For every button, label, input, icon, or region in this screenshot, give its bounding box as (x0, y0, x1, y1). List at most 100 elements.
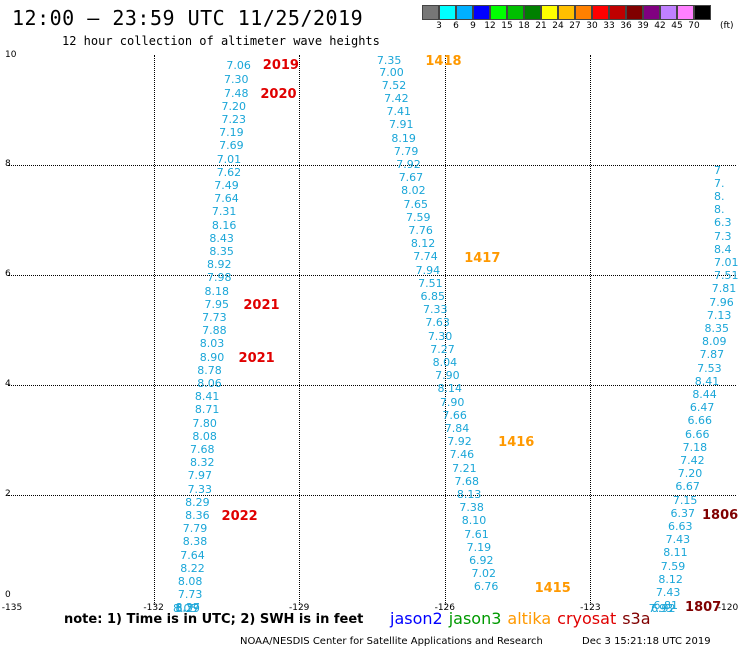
wave-height-value: 7.53 (697, 361, 722, 375)
wave-height-value: 6.3 (714, 216, 732, 230)
wave-height-value: 8.29 (185, 495, 210, 509)
wave-height-value: 7.81 (711, 282, 737, 296)
color-swatch (694, 5, 711, 20)
color-swatch (541, 5, 558, 20)
legend-entry: altika (507, 609, 552, 628)
wave-height-value: 7.42 (680, 453, 705, 467)
wave-height-value: 8.08 (177, 574, 203, 588)
y-tick-label: 0 (5, 590, 11, 600)
wave-height-value: 7.00 (379, 65, 404, 79)
wave-height-value: 7.74 (413, 250, 438, 264)
wave-height-value: 7.46 (449, 448, 475, 462)
wave-height-value: 6.76 (473, 580, 499, 594)
color-swatch (439, 5, 456, 20)
wave-height-value: 8.12 (410, 237, 436, 251)
wave-height-value: 6.81 (653, 599, 678, 613)
wave-height-value: 7.43 (665, 533, 691, 547)
wave-height-value: 7.01 (216, 152, 242, 166)
wave-height-value: 7.42 (384, 92, 409, 105)
wave-height-value: 7.67 (398, 171, 424, 185)
wave-height-value: 7.33 (422, 303, 448, 317)
color-scale: (ft) 3 6 9 12 15 18 21 24 27 30 33 36 39 42 45 70 (422, 5, 734, 32)
color-scale-labels: (ft) 3 6 9 12 15 18 21 24 27 30 33 36 39 42 45 70 (422, 20, 733, 32)
wave-height-value: 7.19 (466, 540, 492, 554)
grid-line-horizontal (8, 495, 736, 496)
wave-height-value: 8.4 (714, 242, 732, 256)
wave-height-value: 7.20 (677, 467, 703, 481)
color-scale-label: 27 (569, 21, 581, 31)
wave-height-value: 7.35 (376, 53, 402, 67)
wave-height-value: 8.12 (658, 572, 683, 586)
wave-height-value: 7.90 (435, 369, 460, 383)
pass-label: 1416 (498, 435, 535, 451)
wave-height-value: 7.02 (471, 567, 496, 581)
wave-height-value: 7.94 (415, 263, 441, 277)
credit-date: Dec 3 15:21:18 UTC 2019 (582, 636, 711, 647)
wave-height-value: 7.15 (672, 493, 698, 507)
pass-label: 1807 (685, 600, 722, 615)
wave-height-value: 7. (714, 176, 725, 190)
color-swatch (490, 5, 507, 20)
pass-label: 2021 (243, 297, 280, 313)
wave-height-value: 6.66 (685, 427, 710, 441)
color-scale-label: 21 (535, 21, 547, 31)
wave-height-value: 8.09 (702, 335, 727, 349)
wave-height-value: 8. (714, 203, 725, 217)
wave-height-value: 8.41 (694, 374, 720, 388)
wave-height-value: 7.48 (223, 86, 249, 100)
y-tick-label: 6 (5, 269, 11, 279)
color-scale-label: 45 (671, 21, 683, 31)
wave-height-value: 7.18 (682, 440, 708, 454)
wave-height-value: 6.92 (651, 602, 676, 615)
color-scale-label: 18 (518, 21, 530, 31)
credit-text: NOAA/NESDIS Center for Satellite Applica… (240, 636, 543, 647)
wave-height-value: 7.59 (405, 210, 431, 224)
x-tick-label: -132 (143, 603, 164, 613)
wave-height-value: 7.01 (714, 255, 739, 269)
color-swatch (558, 5, 575, 20)
wave-height-value: 7.43 (655, 585, 681, 599)
wave-height-value: 7.19 (219, 126, 244, 140)
wave-height-value: 7.76 (408, 224, 433, 237)
wave-height-value: 8.78 (197, 363, 222, 377)
wave-height-value: 7.68 (190, 442, 215, 456)
color-scale-label: 6 (453, 21, 459, 31)
wave-height-value: 8.19 (391, 131, 416, 145)
wave-height-value: 8.90 (199, 350, 225, 364)
pass-label: 2019 (262, 58, 299, 73)
wave-height-value: 7.87 (699, 348, 725, 362)
wave-height-value: 7.13 (706, 308, 732, 322)
wave-height-value: 6.92 (469, 554, 494, 567)
pass-label: 2020 (260, 86, 297, 102)
wave-height-value: 7.73 (202, 310, 227, 324)
color-swatch (507, 5, 524, 20)
legend-entry: jason3 (448, 609, 502, 628)
wave-height-value: 8.06 (197, 376, 222, 390)
wave-height-value: 7 (714, 163, 721, 177)
wave-height-value: 7.31 (211, 205, 237, 219)
pass-label: 2022 (221, 509, 258, 524)
wave-height-value: 7.92 (396, 158, 421, 171)
grid-line-vertical (590, 55, 592, 605)
wave-height-value: 8.22 (180, 561, 205, 575)
wave-height-value: 8.05 (173, 602, 198, 615)
wave-height-value: 6.63 (668, 519, 693, 533)
pass-label: 1806 (702, 507, 739, 523)
color-swatch (575, 5, 592, 20)
wave-height-value: 8.32 (190, 456, 215, 470)
wave-height-value: 7.30 (427, 329, 453, 343)
wave-height-value: 8.37 (175, 601, 200, 615)
grid-line-horizontal (8, 165, 736, 166)
legend-entry: jason2 (390, 609, 443, 628)
grid-line-horizontal (8, 275, 736, 276)
wave-height-value: 8. (714, 189, 725, 203)
wave-height-value: 8.44 (692, 387, 717, 401)
wave-height-value: 7.21 (452, 461, 477, 475)
x-tick-label: -129 (288, 603, 310, 613)
color-swatch (473, 5, 490, 20)
wave-height-value: 8.03 (199, 337, 225, 351)
wave-height-value: 8.04 (432, 356, 458, 369)
wave-height-value: 7.79 (182, 522, 208, 536)
wave-height-value: 7.69 (219, 139, 244, 153)
wave-height-value: 8.92 (206, 258, 232, 272)
